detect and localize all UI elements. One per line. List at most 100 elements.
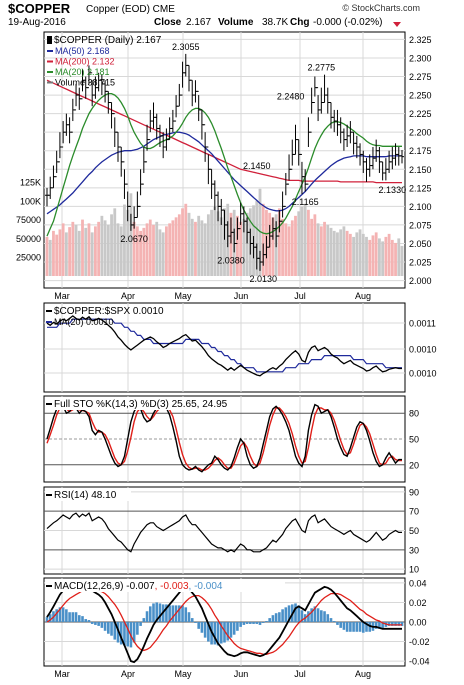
volume-tick-label: 100K (20, 196, 41, 206)
macd-histogram-bar (136, 622, 139, 635)
price-legend-entry: MA(200) 2.132 (55, 57, 115, 67)
macd-histogram-bar (278, 612, 281, 622)
macd-histogram-bar (84, 619, 88, 622)
macd-title-backdrop (45, 579, 285, 592)
macd-histogram-bar (107, 622, 110, 634)
macd-histogram-bar (242, 622, 246, 625)
volume-bar (132, 221, 136, 276)
macd-histogram-bar (168, 605, 171, 622)
macd-histogram-bar (339, 622, 342, 628)
macd-histogram-bar (148, 606, 152, 622)
volume-bar (229, 212, 233, 276)
macd-histogram-bar (87, 620, 91, 622)
volume-bar (316, 223, 320, 276)
macd-histogram-bar (397, 622, 401, 626)
stochastic-title-backdrop (45, 397, 235, 410)
macd-histogram-bar (316, 608, 320, 622)
header-chg-label: Chg (290, 17, 309, 28)
macd-histogram-bar (58, 607, 62, 622)
volume-bar (261, 203, 265, 276)
volume-tick-label: 125K (20, 178, 41, 188)
macd-histogram-bar (190, 618, 194, 622)
macd-histogram-bar (320, 610, 323, 622)
volume-tick-label: 50000 (16, 234, 41, 244)
macd-histogram-bar (45, 617, 49, 622)
price-y-tick-label: 2.025 (409, 258, 432, 268)
volume-bar (194, 221, 197, 276)
volume-bar (84, 227, 88, 276)
header-symbol: $COPPER (8, 1, 71, 16)
volume-bar (374, 232, 378, 276)
volume-bar (126, 209, 130, 276)
volume-bar (116, 223, 120, 276)
volume-bar (297, 211, 301, 276)
macd-histogram-bar (187, 612, 191, 622)
volume-bar (161, 232, 165, 276)
macd-histogram-bar (77, 615, 81, 622)
volume-bar (168, 223, 172, 276)
macd-histogram-bar (245, 622, 249, 624)
volume-bar (203, 223, 207, 276)
volume-bar (81, 219, 84, 276)
volume-bar (300, 206, 304, 276)
price-annotation: 2.2480 (277, 92, 305, 102)
volume-bar (139, 230, 142, 276)
volume-bar (223, 208, 226, 276)
price-y-tick-label: 2.125 (409, 183, 432, 193)
macd-histogram-bar (271, 615, 275, 622)
macd-histogram-bar (284, 607, 288, 622)
price-y-tick-label: 2.150 (409, 165, 432, 175)
volume-bar (342, 226, 346, 276)
volume-bar (129, 193, 133, 276)
macd-histogram-bar (81, 616, 84, 622)
volume-bar (87, 223, 91, 276)
volume-bar (48, 239, 52, 276)
volume-bar (287, 226, 291, 276)
macd-histogram-bar (145, 611, 149, 622)
rsi-y-tick-label: 30 (409, 545, 419, 555)
macd-histogram-bar (300, 610, 304, 622)
macd-histogram-bar (48, 614, 52, 622)
macd-histogram-bar (219, 622, 223, 644)
macd-histogram-bar (336, 622, 339, 625)
macd-histogram-bar (252, 622, 255, 624)
volume-bar (326, 224, 330, 276)
volume-bar (242, 218, 246, 276)
volume-bar (74, 224, 78, 276)
macd-histogram-bar (239, 622, 242, 627)
macd-histogram-bar (71, 612, 75, 622)
macd-histogram-bar (261, 622, 265, 623)
macd-histogram-bar (203, 622, 207, 638)
macd-histogram-bar (281, 609, 284, 622)
ratio-legend-entry: MA(20) 0.0010 (54, 317, 114, 327)
price-y-tick-label: 2.000 (409, 276, 432, 286)
macd-histogram-bar (97, 622, 100, 626)
volume-tick-label: 25000 (16, 253, 41, 263)
volume-bar (200, 220, 204, 276)
volume-bar (71, 221, 75, 276)
macd-histogram-bar (255, 622, 259, 624)
price-y-tick-label: 2.300 (409, 53, 432, 63)
stochastic-d-line (46, 405, 402, 471)
macd-histogram-bar (381, 622, 384, 628)
macd-histogram-bar (90, 622, 94, 624)
volume-bar (110, 214, 113, 276)
volume-bar (336, 232, 339, 276)
macd-histogram-bar (268, 618, 271, 622)
header-close-value: 2.167 (186, 17, 211, 28)
volume-bar (119, 226, 123, 276)
price-y-tick-label: 2.200 (409, 128, 432, 138)
volume-bar (55, 234, 59, 276)
price-bar (400, 149, 404, 164)
volume-bar (187, 212, 191, 276)
macd-histogram-bar (200, 622, 204, 633)
header-date: 19-Aug-2016 (8, 17, 66, 28)
volume-bar (365, 236, 368, 276)
macd-histogram-bar (171, 605, 175, 622)
macd-legend-entry: , -0.004 (189, 581, 223, 592)
volume-bar (319, 226, 323, 276)
ratio-y-tick-label: 0.0010 (409, 369, 437, 379)
macd-line (46, 583, 402, 664)
macd-histogram-bar (110, 622, 113, 636)
